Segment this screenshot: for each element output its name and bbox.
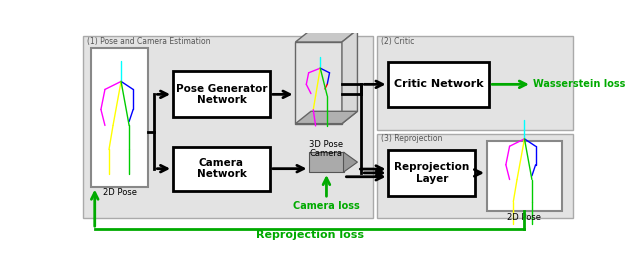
Bar — [173, 71, 270, 117]
Text: Camera
Network: Camera Network — [196, 158, 246, 179]
Text: Reprojection
Layer: Reprojection Layer — [394, 162, 470, 184]
Text: Wasserstein loss: Wasserstein loss — [533, 79, 626, 89]
Text: Critic Network: Critic Network — [394, 79, 484, 89]
Bar — [377, 133, 573, 218]
Bar — [388, 150, 476, 196]
Text: 2D Pose: 2D Pose — [102, 188, 136, 197]
Polygon shape — [342, 30, 358, 124]
Text: Camera loss: Camera loss — [293, 201, 360, 211]
Text: (1) Pose and Camera Estimation: (1) Pose and Camera Estimation — [87, 37, 211, 46]
Text: Pose Generator
Network: Pose Generator Network — [176, 84, 267, 105]
Bar — [173, 147, 270, 191]
Bar — [83, 36, 373, 218]
Bar — [388, 62, 489, 107]
Text: 2D Pose: 2D Pose — [508, 213, 541, 222]
Bar — [487, 141, 562, 211]
Polygon shape — [296, 111, 358, 124]
Polygon shape — [344, 152, 358, 172]
Text: 3D Pose: 3D Pose — [309, 140, 344, 149]
Text: Reprojection loss: Reprojection loss — [255, 230, 364, 240]
Bar — [309, 152, 344, 172]
Text: (3) Reprojection: (3) Reprojection — [381, 134, 442, 143]
Polygon shape — [296, 30, 358, 42]
Bar — [91, 48, 148, 187]
Text: (2) Critic: (2) Critic — [381, 37, 414, 46]
Bar — [377, 36, 573, 130]
Text: Camera: Camera — [310, 149, 343, 158]
